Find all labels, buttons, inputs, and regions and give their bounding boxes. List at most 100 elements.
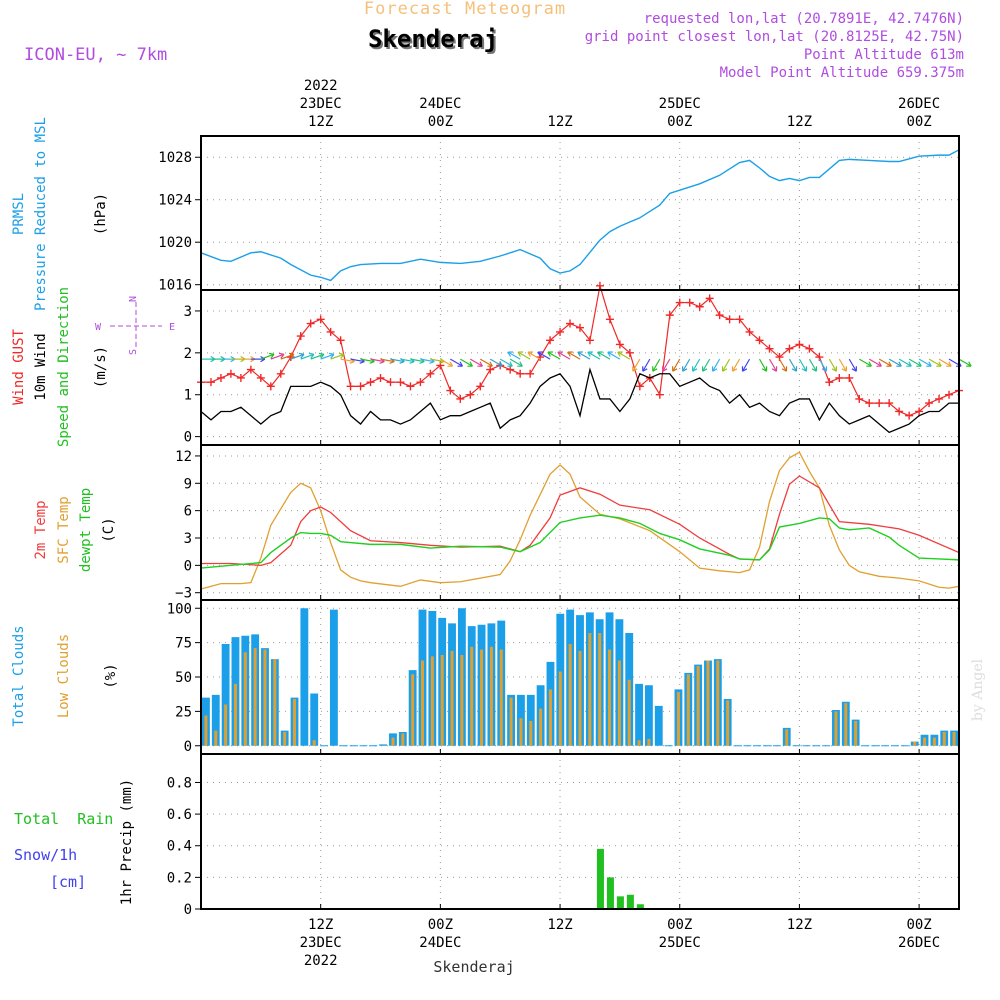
wind-arrow xyxy=(808,358,817,372)
gust-marker xyxy=(855,394,864,403)
low-cloud-bar xyxy=(854,721,858,746)
wind-arrow-head xyxy=(831,366,838,372)
temp-unit: (C) xyxy=(101,517,117,542)
wind-arrow xyxy=(260,353,275,360)
low-cloud-bar xyxy=(716,660,720,746)
wind-arrow-head xyxy=(457,361,463,367)
wind-arrow-head xyxy=(597,351,603,357)
prmsl-label: PRMSL xyxy=(11,193,27,235)
wind-arrow xyxy=(489,358,503,367)
total-cloud-bar xyxy=(211,694,220,746)
wind-arrow xyxy=(712,358,721,372)
low-cloud-bar xyxy=(627,679,631,746)
wind-arrow xyxy=(537,351,551,360)
y-tick-label: 75 xyxy=(175,636,192,652)
low-cloud-bar xyxy=(519,718,523,746)
wind-arrow-head xyxy=(701,366,708,372)
wind-arrow xyxy=(662,358,671,372)
top-time-label: 2022 xyxy=(304,78,338,94)
wind-arrow-head xyxy=(771,366,778,372)
chart-subtitle: Forecast Meteogram xyxy=(364,0,566,19)
wind-arrow xyxy=(597,351,611,360)
wind-arrow xyxy=(469,358,483,367)
wind-arrow xyxy=(838,358,847,372)
wind-arrow xyxy=(440,358,453,367)
gust-marker xyxy=(625,348,634,357)
gust-marker xyxy=(466,390,475,399)
bottom-time-label: 2022 xyxy=(304,953,338,969)
gust-marker xyxy=(885,399,894,408)
gust-marker xyxy=(216,373,225,382)
compass-south: S xyxy=(128,349,139,355)
wind-arrow xyxy=(300,353,315,360)
wind-arrow-head xyxy=(711,366,718,372)
gust-marker xyxy=(905,411,914,420)
low-cloud-bar xyxy=(952,732,956,746)
low-cloud-bar xyxy=(686,674,690,746)
gust-marker xyxy=(276,369,285,378)
wind-arrow xyxy=(732,358,741,372)
wind-arrow xyxy=(898,358,912,367)
precip-bar xyxy=(606,877,614,909)
wind-arrow xyxy=(507,351,521,360)
wind-arrow xyxy=(567,351,581,360)
gust-line xyxy=(201,285,960,417)
y-tick-label: 0.4 xyxy=(167,839,192,855)
bottom-time-label: 12Z xyxy=(547,917,572,933)
y-tick-label: 0.2 xyxy=(167,870,192,886)
gust-marker xyxy=(785,344,794,353)
total-cloud-bar xyxy=(654,705,663,746)
wind-arrow-head xyxy=(517,361,523,367)
gust-marker xyxy=(715,311,724,320)
cloud-unit: (%) xyxy=(103,663,119,688)
low-cloud-bar xyxy=(598,633,602,746)
wind-arrow-head xyxy=(447,361,454,367)
gust-marker xyxy=(865,399,874,408)
gust-marker xyxy=(795,340,804,349)
wind-arrow xyxy=(888,358,902,367)
total-cloud-bar xyxy=(310,693,319,746)
gust-marker xyxy=(825,378,834,387)
wind-arrow-head xyxy=(328,352,335,359)
low-cloud-bar xyxy=(923,737,927,746)
gust-marker xyxy=(705,294,714,303)
wind-arrow-head xyxy=(507,351,514,357)
low-clouds-label: Low Clouds xyxy=(56,634,72,718)
gust-marker xyxy=(266,382,275,391)
wind-arrow-head xyxy=(467,361,473,367)
wind-arrow xyxy=(768,358,778,372)
wind-arrow-head xyxy=(906,361,912,367)
top-time-label: 00Z xyxy=(667,114,692,130)
y-tick-label: 0 xyxy=(184,739,192,755)
wind-arrow xyxy=(450,358,463,367)
wind-arrow-head xyxy=(721,366,728,372)
y-tick-label: 1 xyxy=(184,388,192,404)
gust-marker xyxy=(316,315,325,324)
wind-arrow-head xyxy=(866,361,872,367)
y-tick-label: 1028 xyxy=(158,150,192,166)
total-cloud-bar xyxy=(379,744,388,746)
low-cloud-bar xyxy=(283,732,287,746)
wind-arrow xyxy=(290,353,305,360)
wind-arrow xyxy=(759,358,768,372)
low-cloud-bar xyxy=(608,649,612,746)
wind-arrow xyxy=(420,358,435,363)
wind-arrow-head xyxy=(567,351,573,357)
low-cloud-bar xyxy=(568,644,572,746)
gust-marker xyxy=(456,394,465,403)
gust-marker xyxy=(426,369,435,378)
wind-arrow xyxy=(380,358,395,363)
gust-marker xyxy=(595,281,604,290)
total-cloud-bar xyxy=(300,608,309,746)
model-name: ICON-EU, ~ 7km xyxy=(24,45,167,65)
top-time-label: 00Z xyxy=(428,114,453,130)
bottom-time-label: 00Z xyxy=(667,917,692,933)
temp2m-label: 2m Temp xyxy=(33,500,49,559)
wind-arrow-head xyxy=(652,366,658,372)
temp-labels: 2m Temp SFC Temp dewpt Temp (C) xyxy=(33,488,117,572)
wind-arrow xyxy=(828,358,837,372)
gust-marker xyxy=(256,373,265,382)
wind-arrow-head xyxy=(632,366,638,372)
gust-marker xyxy=(566,319,575,328)
